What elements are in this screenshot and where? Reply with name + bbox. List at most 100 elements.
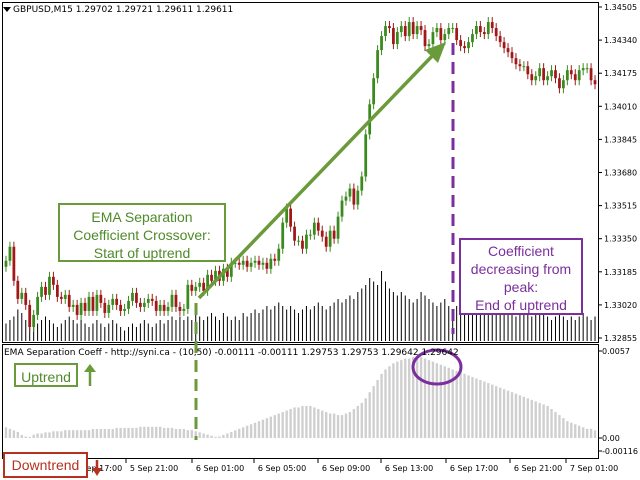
candle-body bbox=[388, 26, 391, 29]
candle-body bbox=[384, 26, 387, 37]
end-callout-line-3: peak: bbox=[503, 279, 539, 295]
candle-body bbox=[166, 306, 170, 311]
candle-body bbox=[328, 230, 332, 247]
candle-body bbox=[131, 292, 134, 301]
candle-body bbox=[182, 308, 186, 311]
candle-body bbox=[91, 296, 95, 311]
indicator-title: EMA Separation Coeff - http://syni.ca - … bbox=[4, 348, 459, 358]
candle-body bbox=[83, 302, 87, 311]
candle-body bbox=[12, 246, 16, 281]
candle-body bbox=[154, 300, 158, 311]
candle-body bbox=[538, 68, 542, 77]
candle-body bbox=[467, 42, 470, 49]
annotation-overlay bbox=[84, 42, 463, 476]
end-callout-line-4: End of uptrend bbox=[475, 297, 567, 313]
uptrend-label: Uptrend bbox=[14, 363, 78, 387]
candle-body bbox=[502, 42, 506, 49]
time-tick-label: 6 Sep 01:00 bbox=[196, 464, 244, 473]
candle-body bbox=[344, 196, 348, 201]
candle-body bbox=[372, 78, 376, 105]
candle-body bbox=[411, 22, 415, 35]
price-tick-label: 1.33350 bbox=[604, 235, 637, 244]
candle-body bbox=[178, 306, 182, 311]
candle-body bbox=[522, 66, 526, 68]
time-tick-label: 6 Sep 13:00 bbox=[385, 464, 433, 473]
indicator-value-5: 1.29642 bbox=[381, 348, 419, 358]
candle-body bbox=[585, 68, 589, 70]
candle-body bbox=[119, 304, 123, 311]
candle-body bbox=[427, 44, 431, 47]
candle-body bbox=[150, 298, 154, 301]
candle-body bbox=[399, 26, 403, 33]
candle-body bbox=[312, 222, 316, 235]
candle-body bbox=[8, 246, 12, 261]
peak-ellipse bbox=[411, 348, 463, 386]
candle-body bbox=[24, 292, 28, 305]
candle-body bbox=[229, 262, 233, 277]
candle-body bbox=[293, 226, 296, 241]
candle-body bbox=[194, 286, 198, 291]
downtrend-label: Downtrend bbox=[3, 452, 88, 478]
candle-body bbox=[475, 26, 478, 35]
candle-body bbox=[403, 26, 407, 37]
candle-body bbox=[158, 304, 162, 311]
candle-body bbox=[506, 48, 510, 53]
price-tick-label: 1.34340 bbox=[604, 36, 637, 45]
candle-body bbox=[376, 50, 379, 79]
candle-body bbox=[443, 34, 447, 41]
candle-body bbox=[447, 28, 451, 35]
indicator-value-2: -0.00111 bbox=[257, 348, 299, 358]
price-tick-label: 1.33680 bbox=[604, 169, 637, 178]
candle-body bbox=[170, 294, 174, 307]
candle-body bbox=[87, 296, 91, 311]
candle-body bbox=[490, 22, 494, 29]
crossover-callout: EMA Separation Coefficient Crossover: St… bbox=[58, 203, 226, 262]
candle-body bbox=[498, 36, 502, 43]
crossover-callout-line-3: Start of uptrend bbox=[93, 245, 191, 261]
candle-body bbox=[316, 222, 320, 231]
price-tick-label: 1.32855 bbox=[604, 334, 637, 343]
price-tick-label: 1.33185 bbox=[604, 268, 637, 277]
candle-body bbox=[174, 294, 178, 307]
candle-body bbox=[364, 134, 368, 177]
candle-body bbox=[415, 26, 419, 35]
chart-menu-triangle-icon[interactable] bbox=[3, 7, 11, 12]
candle-body bbox=[435, 28, 439, 33]
time-tick-label: 6 Sep 21:00 bbox=[514, 464, 562, 473]
candle-body bbox=[135, 292, 138, 303]
candle-body bbox=[518, 64, 522, 67]
ohlc-low: 1.29611 bbox=[155, 5, 194, 15]
end-callout-line-2: decreasing from bbox=[470, 261, 572, 277]
candle-body bbox=[336, 216, 340, 239]
uptrend-arrow-line bbox=[197, 50, 438, 300]
candle-body bbox=[285, 208, 289, 223]
candle-body bbox=[455, 28, 459, 41]
candle-body bbox=[190, 284, 194, 291]
candle-body bbox=[305, 234, 308, 249]
candle-body bbox=[79, 302, 83, 315]
indicator-axis: 0.0057 0.00 -0.00116 bbox=[598, 347, 638, 456]
candle-body bbox=[554, 70, 557, 79]
candle-body bbox=[301, 240, 304, 249]
candle-body bbox=[115, 298, 119, 305]
candle-body bbox=[48, 276, 51, 295]
candle-body bbox=[542, 68, 546, 81]
candle-body bbox=[44, 286, 47, 295]
candle-body bbox=[40, 286, 43, 297]
candle-body bbox=[123, 308, 126, 311]
price-tick-label: 1.33515 bbox=[604, 202, 637, 211]
candle-body bbox=[241, 260, 245, 265]
candle-body bbox=[439, 28, 443, 41]
candle-body bbox=[423, 30, 427, 47]
candle-body bbox=[348, 188, 352, 197]
crossover-callout-line-2: Coefficient Crossover: bbox=[73, 227, 211, 243]
candle-body bbox=[407, 22, 411, 37]
candle-body bbox=[565, 70, 569, 81]
candle-body bbox=[75, 304, 79, 315]
indicator-tick-label: 0.0057 bbox=[602, 347, 630, 356]
candle-body bbox=[71, 304, 75, 307]
candle-body bbox=[210, 274, 213, 281]
candle-body bbox=[55, 284, 59, 297]
price-tick-label: 1.33020 bbox=[604, 301, 637, 310]
candle-body bbox=[52, 276, 55, 285]
